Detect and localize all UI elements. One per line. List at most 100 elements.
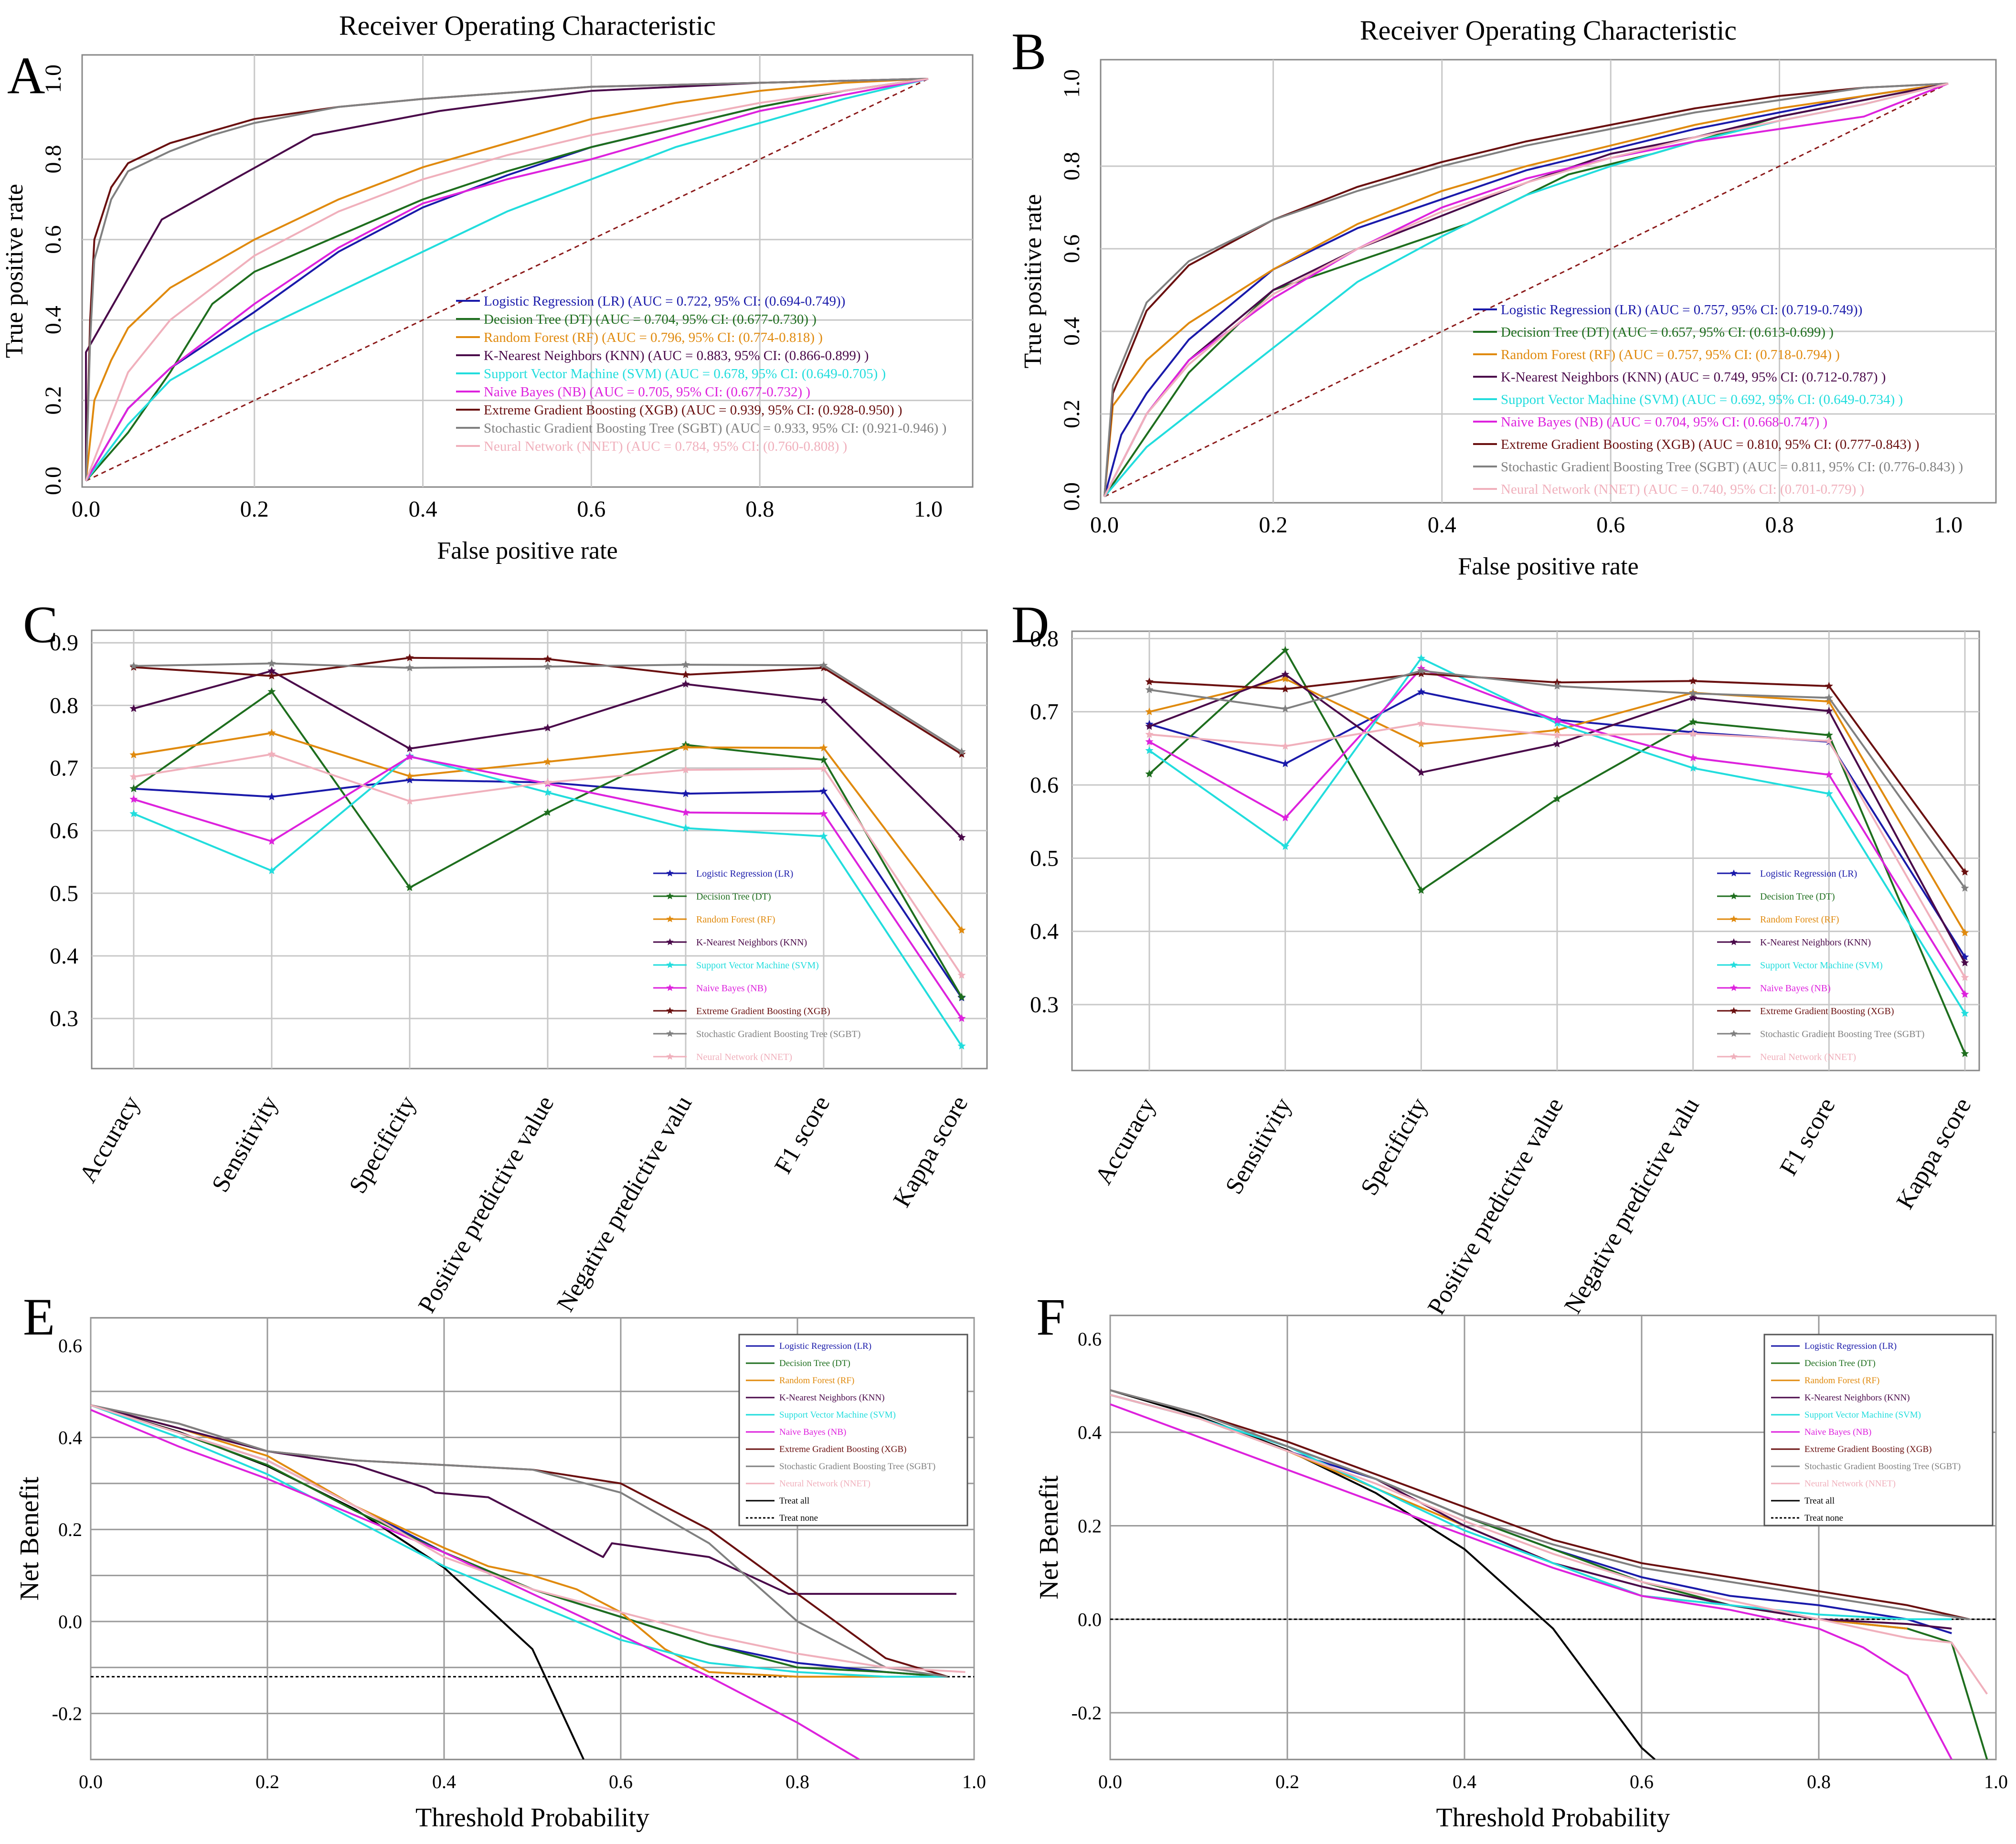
y-tick-label: 0.0	[41, 466, 66, 495]
data-point	[1281, 670, 1290, 678]
data-point	[1961, 868, 1969, 876]
roc-curve-naive-bayes-nb	[1103, 83, 1949, 497]
legend-entry: Decision Tree (DT)	[1760, 891, 1835, 902]
data-point	[957, 747, 966, 755]
legend-entry: Logistic Regression (LR)	[779, 1341, 871, 1351]
legend-entry: Stochastic Gradient Boosting Tree (SGBT)	[1760, 1029, 1924, 1039]
roc-curve-stochastic-gradient-boosting-tree-sgbt	[1103, 83, 1949, 497]
category-label: Specificity	[1356, 1093, 1433, 1200]
panel-e-decision-curve-chart: E -0.2 0.0 0.2 0.4 0.6 0.0 0.2 0.4 0.6 0.8 1.0 Thres…	[15, 1288, 986, 1833]
data-point	[1417, 740, 1425, 748]
x-tick-label: 1.0	[1934, 512, 1963, 538]
data-point	[1961, 973, 1969, 981]
legend-marker	[666, 1007, 674, 1014]
y-tick-label: 0.6	[41, 225, 66, 254]
y-tick-label: 0.8	[1059, 152, 1084, 180]
y-tick-label: 0.5	[1030, 846, 1059, 871]
y-tick-label: 0.0	[58, 1611, 82, 1632]
legend-entry: Neural Network (NNET) (AUC = 0.784, 95% …	[484, 439, 847, 454]
legend-entry: Extreme Gradient Boosting (XGB)	[1760, 1006, 1894, 1017]
legend-entry: Extreme Gradient Boosting (XGB) (AUC = 0…	[484, 403, 902, 418]
category-label: Positive predictive value	[1422, 1093, 1569, 1320]
data-point	[129, 795, 138, 803]
data-point	[819, 696, 828, 704]
legend-marker	[666, 961, 674, 968]
data-point	[957, 926, 966, 934]
x-tick-label: 0.6	[1630, 1771, 1654, 1792]
data-point	[957, 1014, 966, 1022]
legend-entry: Logistic Regression (LR) (AUC = 0.722, 9…	[484, 294, 845, 309]
data-point	[819, 787, 828, 795]
legend-entry: Support Vector Machine (SVM)	[779, 1410, 896, 1420]
data-point	[405, 752, 414, 761]
y-tick-label: 0.4	[1030, 919, 1059, 944]
category-label: Kappa score	[888, 1092, 974, 1212]
legend-marker	[1730, 1030, 1738, 1037]
data-point	[1417, 719, 1425, 727]
data-point	[1281, 674, 1290, 682]
y-tick-label: 0.6	[50, 818, 78, 844]
data-point	[1553, 719, 1561, 727]
data-point	[1145, 770, 1154, 778]
data-point	[267, 866, 276, 874]
legend-entry: Treat none	[1804, 1513, 1843, 1523]
x-tick-label: 1.0	[962, 1771, 986, 1792]
panel-label: F	[1036, 1288, 1065, 1346]
legend-marker	[1730, 938, 1738, 945]
x-tick-label: 1.0	[914, 497, 943, 522]
data-point	[1417, 669, 1425, 678]
data-point	[1417, 768, 1425, 776]
legend-entry: Extreme Gradient Boosting (XGB)	[696, 1006, 830, 1017]
legend-entry: Support Vector Machine (SVM)	[1760, 960, 1883, 971]
y-tick-label: 0.5	[50, 881, 78, 906]
data-point	[681, 765, 690, 774]
data-point	[129, 751, 138, 759]
net-benefit-curve-stochastic-gradient-boosting-tree-sgbt	[91, 1404, 948, 1678]
data-point	[819, 832, 828, 840]
legend-entry: Neural Network (NNET)	[779, 1479, 870, 1489]
y-tick-label: 0.4	[1078, 1422, 1102, 1443]
data-point	[1825, 697, 1833, 705]
roc-curve-logistic-regression-lr	[1103, 83, 1949, 497]
data-point	[1417, 886, 1425, 894]
legend-entry: Decision Tree (DT)	[696, 891, 771, 902]
x-tick-label: 0.2	[240, 497, 269, 522]
x-axis-label: False positive rate	[1458, 553, 1638, 580]
net-benefit-curve-support-vector-machine-svm	[1110, 1394, 1952, 1621]
legend-entry: Random Forest (RF)	[779, 1376, 854, 1386]
data-point	[267, 837, 276, 845]
category-label: Accuracy	[1090, 1093, 1161, 1189]
roc-curve-random-forest-rf	[85, 78, 929, 481]
data-point	[1553, 716, 1561, 724]
legend-marker	[1730, 915, 1738, 922]
legend-entry: Logistic Regression (LR) (AUC = 0.757, 9…	[1501, 302, 1862, 318]
x-tick-label: 0.0	[1098, 1771, 1122, 1792]
data-point	[1961, 1009, 1969, 1017]
legend-entry: Random Forest (RF)	[1804, 1376, 1879, 1386]
data-point	[1281, 704, 1290, 712]
y-tick-label: 0.4	[50, 943, 78, 969]
legend-marker	[666, 869, 674, 877]
data-point	[681, 743, 690, 751]
y-axis-label: True positive rate	[1019, 194, 1047, 369]
data-point	[129, 784, 138, 793]
data-point	[819, 755, 828, 763]
x-tick-label: 0.2	[1275, 1771, 1299, 1792]
legend-entry: K-Nearest Neighbors (KNN)	[779, 1393, 885, 1403]
x-tick-label: 0.4	[1428, 512, 1456, 538]
legend-entry: Stochastic Gradient Boosting Tree (SGBT)	[779, 1462, 935, 1472]
legend-entry: Random Forest (RF) (AUC = 0.796, 95% CI:…	[484, 330, 823, 345]
legend-entry: Naive Bayes (NB)	[1760, 983, 1831, 994]
data-point	[129, 772, 138, 781]
net-benefit-curve-stochastic-gradient-boosting-tree-sgbt	[1110, 1389, 1970, 1621]
y-axis-label: Net Benefit	[1034, 1475, 1064, 1600]
data-point	[543, 808, 552, 816]
data-point	[129, 704, 138, 712]
panel-d-metrics-chart: D 0.3 0.4 0.5 0.6 0.7 0.8 Accuracy Sensitivity Sp…	[1011, 595, 1980, 1320]
data-point	[1281, 842, 1290, 850]
panel-f-decision-curve-chart: F -0.2 0.0 0.2 0.4 0.6 0.0 0.2 0.4 0.6 0.8 1.0 Thres…	[1034, 1288, 2008, 1833]
data-point	[1145, 677, 1154, 686]
data-point	[267, 667, 276, 675]
data-point	[405, 772, 414, 780]
legend-entry: Extreme Gradient Boosting (XGB)	[779, 1444, 906, 1454]
